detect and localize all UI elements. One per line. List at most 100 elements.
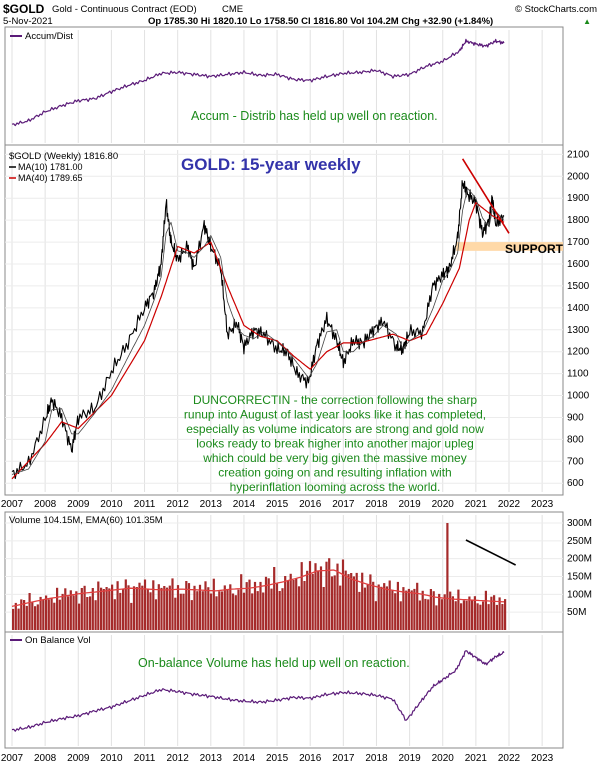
volume-bar xyxy=(336,563,339,630)
volume-bar xyxy=(108,588,111,630)
obv-x-tick-label: 2021 xyxy=(465,753,488,764)
price-y-tick-label: 2000 xyxy=(567,171,590,182)
volume-y-tick-label: 300M xyxy=(567,518,592,529)
volume-bar xyxy=(421,590,424,630)
volume-bar xyxy=(350,573,353,630)
volume-bar xyxy=(190,600,193,630)
volume-bar xyxy=(209,593,213,630)
commentary-line: hyperinflation looming across the world. xyxy=(230,480,441,494)
price-y-tick-label: 900 xyxy=(567,412,584,423)
volume-bar xyxy=(124,579,127,630)
volume-bar xyxy=(388,580,391,630)
volume-bar xyxy=(25,605,28,630)
ma10-line xyxy=(11,187,505,475)
gold-price-line xyxy=(11,180,505,480)
volume-y-tick-label: 250M xyxy=(567,536,592,547)
axis-labels-layer: 2007 2007 2008 2008 2009 2009 2010 2010 2011 2011… xyxy=(1,149,592,764)
obv-x-tick-label: 2014 xyxy=(233,753,256,764)
volume-bar xyxy=(198,584,202,630)
obv-x-tick-label: 2012 xyxy=(167,753,190,764)
volume-legend: Volume 104.15M, EMA(60) 101.35M xyxy=(9,515,163,526)
volume-bar xyxy=(449,591,452,630)
volume-bar xyxy=(253,581,257,630)
price-x-tick-label: 2008 xyxy=(34,499,57,510)
volume-bar xyxy=(72,595,75,630)
obv-x-tick-label: 2017 xyxy=(332,753,355,764)
volume-bar xyxy=(91,588,94,630)
volume-bar xyxy=(275,583,279,630)
volume-bar xyxy=(286,581,290,630)
volume-bar xyxy=(372,581,375,630)
volume-bar xyxy=(487,604,490,630)
volume-bar xyxy=(67,596,70,630)
volume-bar xyxy=(152,580,155,630)
volume-bar xyxy=(317,571,320,630)
header-exchange: CME xyxy=(222,4,243,15)
volume-bar xyxy=(105,587,108,630)
price-x-tick-label: 2019 xyxy=(398,499,421,510)
commentary-line: creation going on and resulting inflatio… xyxy=(218,466,451,480)
volume-bar xyxy=(383,583,386,630)
volume-bar xyxy=(251,593,254,630)
volume-bar xyxy=(339,585,342,630)
volume-bar xyxy=(154,599,158,630)
obv-x-tick-label: 2007 xyxy=(1,753,24,764)
volume-bar xyxy=(482,601,485,630)
volume-bar xyxy=(100,587,103,630)
volume-bar xyxy=(363,587,366,630)
volume-bar xyxy=(256,591,259,630)
header-name: Gold - Continuous Contract (EOD) xyxy=(52,4,197,15)
volume-bar xyxy=(223,585,226,630)
volume-bar xyxy=(218,591,221,630)
volume-bar xyxy=(135,587,138,630)
volume-bar xyxy=(102,589,105,630)
volume-bar xyxy=(127,585,130,630)
volume-bar xyxy=(196,591,199,630)
volume-bar xyxy=(418,600,421,630)
price-y-tick-label: 600 xyxy=(567,478,584,489)
volume-bar xyxy=(248,579,251,630)
volume-bar xyxy=(504,599,507,630)
volume-y-tick-label: 50M xyxy=(567,607,586,618)
volume-bar xyxy=(333,575,336,630)
volume-bar xyxy=(17,608,20,630)
volume-bar xyxy=(465,600,468,630)
volume-bar xyxy=(394,593,397,630)
volume-bar xyxy=(399,601,402,630)
volume-bar xyxy=(358,591,361,630)
volume-bar xyxy=(58,599,61,630)
price-y-tick-label: 700 xyxy=(567,456,584,467)
volume-bar xyxy=(289,573,292,630)
volume-bar xyxy=(226,589,229,630)
volume-bar xyxy=(435,605,438,630)
volume-bar xyxy=(28,593,31,630)
volume-bar xyxy=(23,600,26,630)
volume-bar xyxy=(163,586,166,630)
volume-bar xyxy=(295,578,298,630)
volume-bar xyxy=(45,595,48,630)
volume-bar xyxy=(405,590,408,630)
volume-bar xyxy=(344,570,347,630)
obv-panel-frame xyxy=(4,631,564,749)
volume-bar xyxy=(168,585,171,630)
obv-x-tick-label: 2023 xyxy=(531,753,554,764)
volume-bar xyxy=(234,595,237,630)
price-x-tick-label: 2015 xyxy=(266,499,289,510)
volume-bar xyxy=(427,599,430,630)
price-legend-ma40: MA(40) 1789.65 xyxy=(18,173,83,183)
volume-bar xyxy=(122,589,125,630)
support-band-layer xyxy=(455,242,563,251)
price-y-tick-label: 2100 xyxy=(567,149,590,160)
volume-bar xyxy=(471,600,474,630)
volume-bar xyxy=(31,602,34,630)
price-x-tick-label: 2010 xyxy=(100,499,123,510)
volume-bar xyxy=(377,584,380,630)
volume-bar xyxy=(484,590,487,630)
volume-bar xyxy=(237,589,240,630)
volume-bar xyxy=(94,600,97,630)
price-x-tick-label: 2012 xyxy=(167,499,190,510)
obv-x-tick-label: 2019 xyxy=(398,753,421,764)
volume-bar xyxy=(47,599,50,630)
volume-bar xyxy=(53,602,56,630)
